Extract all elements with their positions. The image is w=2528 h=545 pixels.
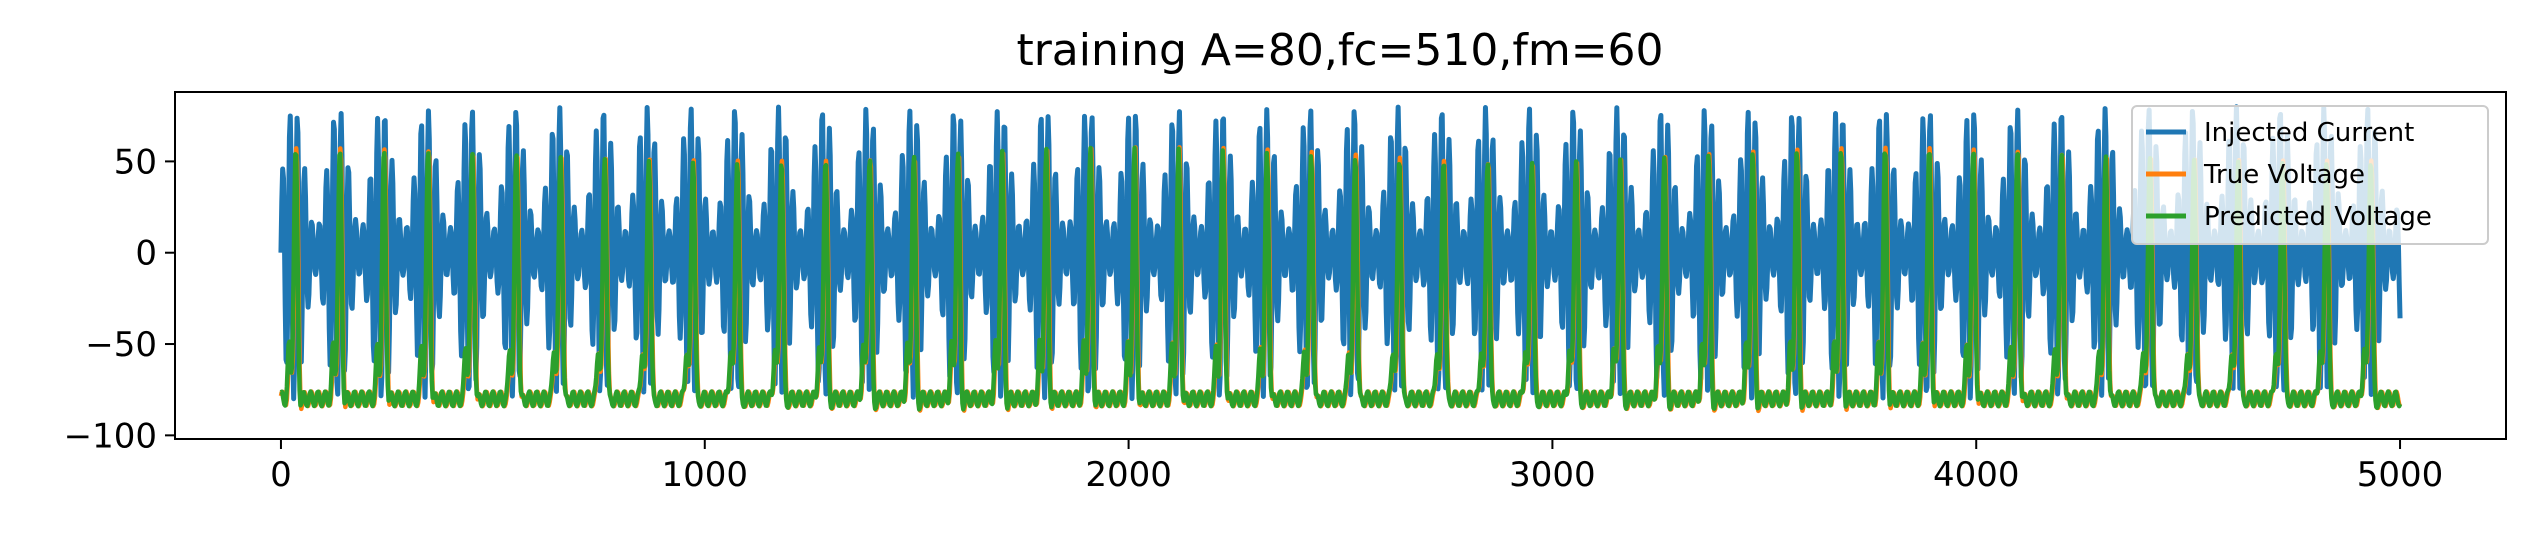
chart-title: training A=80,fc=510,fm=60 [1016, 25, 1663, 76]
legend-label: Predicted Voltage [2204, 202, 2432, 232]
legend-box [2131, 105, 2489, 245]
x-tick-label: 5000 [2357, 455, 2444, 495]
legend-label: True Voltage [2203, 160, 2365, 190]
plot-frame [174, 91, 2507, 440]
x-tick-label: 1000 [662, 455, 749, 495]
series-line-injected-current [278, 104, 2403, 402]
series-layer [278, 104, 2403, 414]
y-tick-label: 0 [135, 234, 157, 274]
x-tick-label: 2000 [1085, 455, 1172, 495]
y-tick-label: −100 [64, 416, 157, 456]
x-tick-label: 4000 [1933, 455, 2020, 495]
x-tick-label: 0 [270, 455, 292, 495]
series-line-predicted-voltage [279, 145, 2403, 412]
y-tick-label: −50 [85, 325, 157, 365]
legend: Injected Current True Voltage Predicted Vo… [2131, 105, 2489, 245]
legend-label: Injected Current [2204, 118, 2414, 148]
axis-layer: 0 1000 2000 3000 4000 5000 −100 −50 0 50 [64, 142, 2444, 495]
y-tick-label: 50 [114, 142, 157, 182]
x-tick-label: 3000 [1509, 455, 1596, 495]
